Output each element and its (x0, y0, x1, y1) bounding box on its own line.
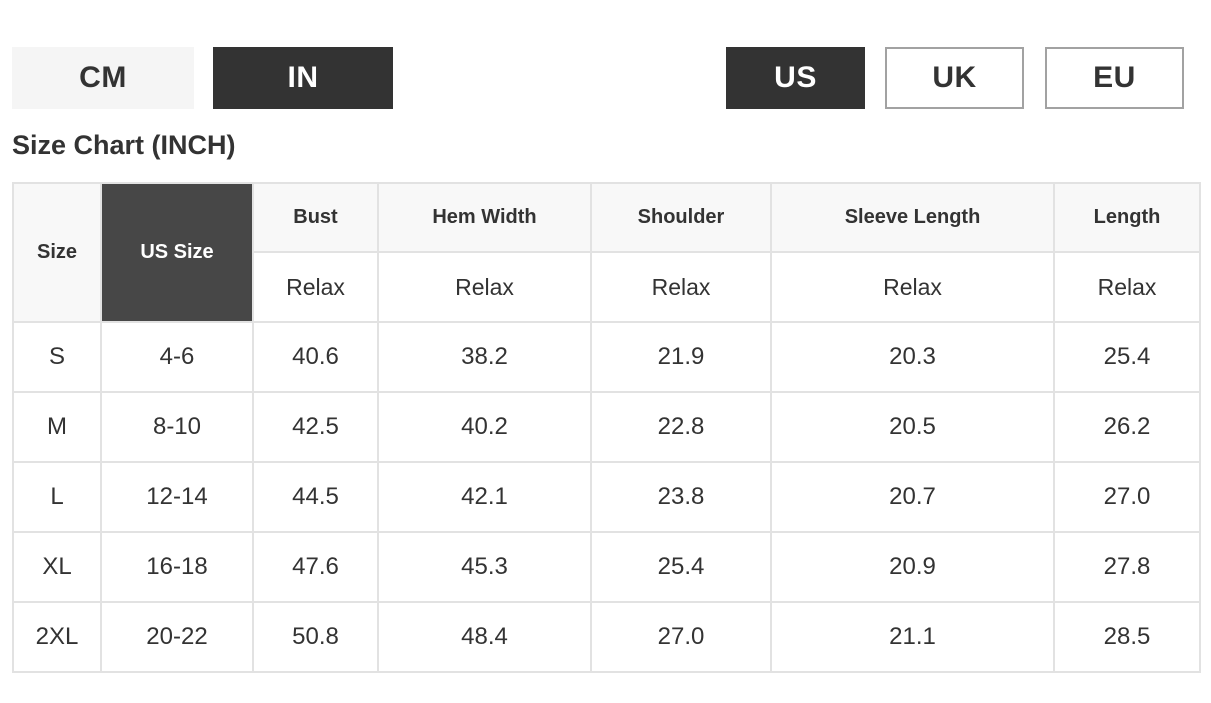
size-chart-table: Size US Size Bust Hem Width Shoulder Sle… (12, 182, 1201, 673)
hem-width-cell: 45.3 (377, 531, 592, 603)
table-row-xl: XL 16-18 47.6 45.3 25.4 20.9 27.8 (12, 531, 1201, 603)
fit-row: Relax Relax Relax Relax Relax (13, 251, 1201, 323)
col-header-length: Length (1053, 182, 1201, 253)
table-row-2xl: 2XL 20-22 50.8 48.4 27.0 21.1 28.5 (12, 601, 1201, 673)
header-row: Size US Size Bust Hem Width Shoulder Sle… (12, 182, 1201, 323)
col-header-us-size: US Size (100, 182, 254, 323)
fit-cell-hem-width: Relax (377, 251, 592, 323)
table-row-l: L 12-14 44.5 42.1 23.8 20.7 27.0 (12, 461, 1201, 533)
length-cell: 27.8 (1053, 531, 1201, 603)
sleeve-length-cell: 20.7 (770, 461, 1055, 533)
size-cell: M (12, 391, 102, 463)
sleeve-length-cell: 20.5 (770, 391, 1055, 463)
shoulder-cell: 21.9 (590, 321, 772, 393)
shoulder-cell: 27.0 (590, 601, 772, 673)
region-eu-button[interactable]: EU (1045, 47, 1184, 109)
fit-cell-shoulder: Relax (590, 251, 772, 323)
col-header-sleeve-length: Sleeve Length (770, 182, 1055, 253)
region-us-button[interactable]: US (726, 47, 865, 109)
sleeve-length-cell: 20.9 (770, 531, 1055, 603)
col-header-shoulder: Shoulder (590, 182, 772, 253)
fit-cell-bust: Relax (252, 251, 379, 323)
region-uk-button[interactable]: UK (885, 47, 1024, 109)
unit-in-button[interactable]: IN (213, 47, 393, 109)
shoulder-cell: 22.8 (590, 391, 772, 463)
size-cell: S (12, 321, 102, 393)
col-header-bust: Bust (252, 182, 379, 253)
page-title: Size Chart (INCH) (12, 130, 236, 160)
length-cell: 26.2 (1053, 391, 1201, 463)
shoulder-cell: 23.8 (590, 461, 772, 533)
sleeve-length-cell: 21.1 (770, 601, 1055, 673)
size-cell: XL (12, 531, 102, 603)
bust-cell: 44.5 (252, 461, 379, 533)
bust-cell: 42.5 (252, 391, 379, 463)
sleeve-length-cell: 20.3 (770, 321, 1055, 393)
us-size-cell: 4-6 (100, 321, 254, 393)
us-size-cell: 12-14 (100, 461, 254, 533)
us-size-cell: 20-22 (100, 601, 254, 673)
us-size-cell: 8-10 (100, 391, 254, 463)
length-cell: 28.5 (1053, 601, 1201, 673)
length-cell: 25.4 (1053, 321, 1201, 393)
unit-cm-button[interactable]: CM (12, 47, 194, 109)
table-row-s: S 4-6 40.6 38.2 21.9 20.3 25.4 (12, 321, 1201, 393)
fit-cell-sleeve-length: Relax (770, 251, 1055, 323)
size-cell: 2XL (12, 601, 102, 673)
col-header-size: Size (12, 182, 102, 323)
size-cell: L (12, 461, 102, 533)
bust-cell: 47.6 (252, 531, 379, 603)
bust-cell: 50.8 (252, 601, 379, 673)
hem-width-cell: 42.1 (377, 461, 592, 533)
fit-cell-length: Relax (1053, 251, 1201, 323)
hem-width-cell: 48.4 (377, 601, 592, 673)
us-size-cell: 16-18 (100, 531, 254, 603)
length-cell: 27.0 (1053, 461, 1201, 533)
table-row-m: M 8-10 42.5 40.2 22.8 20.5 26.2 (12, 391, 1201, 463)
shoulder-cell: 25.4 (590, 531, 772, 603)
bust-cell: 40.6 (252, 321, 379, 393)
hem-width-cell: 38.2 (377, 321, 592, 393)
col-header-hem-width: Hem Width (377, 182, 592, 253)
hem-width-cell: 40.2 (377, 391, 592, 463)
